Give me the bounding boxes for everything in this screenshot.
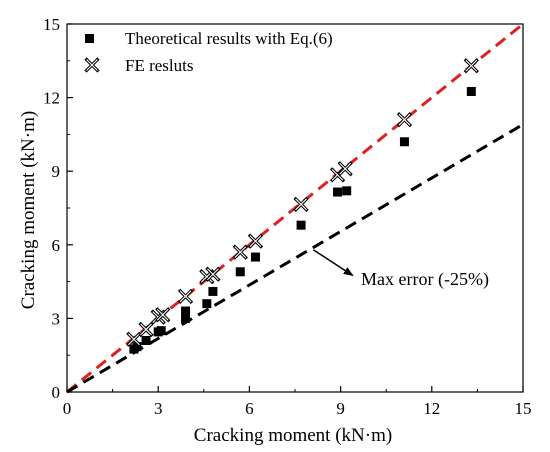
y-axis-label: Cracking moment (kN·m) (18, 111, 39, 309)
data-point-fe (463, 58, 479, 74)
max-error-arrow (312, 249, 354, 277)
y-tick-label: 12 (43, 89, 60, 108)
data-point-theoretical (466, 86, 476, 96)
x-tick-label: 9 (336, 399, 345, 418)
marker-inner (127, 333, 140, 346)
legend: Theoretical results with Eq.(6) FE reslu… (84, 29, 333, 75)
legend-label-fe: FE resluts (125, 56, 193, 75)
marker-inner (156, 308, 169, 321)
data-point-theoretical (132, 342, 142, 352)
data-point-fe (205, 266, 221, 282)
marker-inner (249, 235, 262, 248)
y-tick-label: 0 (52, 383, 61, 402)
legend-label-theoretical: Theoretical results with Eq.(6) (125, 29, 333, 48)
marker-inner (86, 59, 98, 71)
data-point-theoretical (181, 306, 191, 316)
y-tick-label: 9 (52, 162, 61, 181)
x-tick-label: 3 (154, 399, 163, 418)
reference-line-max-error (66, 123, 524, 394)
data-point-theoretical (342, 186, 352, 196)
x-tick-label: 15 (515, 399, 532, 418)
data-point-theoretical (296, 220, 306, 230)
marker-inner (234, 246, 247, 259)
x-axis-label: Cracking moment (kN·m) (194, 425, 392, 446)
marker-inner (465, 59, 478, 72)
marker-inner (179, 290, 192, 303)
data-point-theoretical (399, 137, 409, 147)
data-point-theoretical (202, 299, 212, 309)
x-tick-label: 0 (63, 399, 72, 418)
series-theoretical (129, 86, 476, 354)
data-point-fe (126, 331, 142, 347)
data-point-fe (329, 167, 346, 183)
legend-marker-theoretical (85, 34, 94, 43)
x-axis-ticks: 0 3 6 9 12 15 (63, 386, 532, 418)
marker-inner (140, 323, 152, 336)
marker-inner (207, 268, 219, 281)
x-tick-label: 6 (245, 399, 254, 418)
marker-inner (339, 162, 352, 175)
data-point-theoretical (333, 187, 343, 197)
data-point-theoretical (208, 286, 218, 296)
data-point-theoretical (156, 326, 166, 336)
legend-marker-fe (84, 57, 100, 73)
y-tick-label: 15 (43, 15, 60, 34)
y-axis-ticks: 0 3 6 9 12 15 (43, 15, 73, 402)
data-point-fe (138, 321, 154, 338)
data-point-fe (155, 307, 171, 323)
y-tick-label: 3 (52, 309, 61, 328)
legend-fe-symbol (84, 57, 100, 73)
y-tick-label: 6 (52, 236, 61, 255)
data-point-fe (396, 112, 413, 128)
data-point-theoretical (235, 267, 245, 277)
data-point-fe (293, 196, 309, 212)
marker-inner (295, 198, 307, 211)
data-point-fe (247, 233, 264, 249)
data-point-theoretical (250, 252, 260, 262)
data-point-theoretical (141, 335, 151, 345)
max-error-annotation: Max error (-25%) (361, 269, 489, 290)
data-point-fe (232, 244, 248, 260)
x-tick-label: 12 (423, 399, 440, 418)
data-point-theoretical (181, 313, 191, 323)
marker-inner (398, 113, 411, 126)
data-point-fe (177, 288, 194, 304)
series-fe (126, 58, 479, 347)
data-point-fe (337, 161, 353, 177)
